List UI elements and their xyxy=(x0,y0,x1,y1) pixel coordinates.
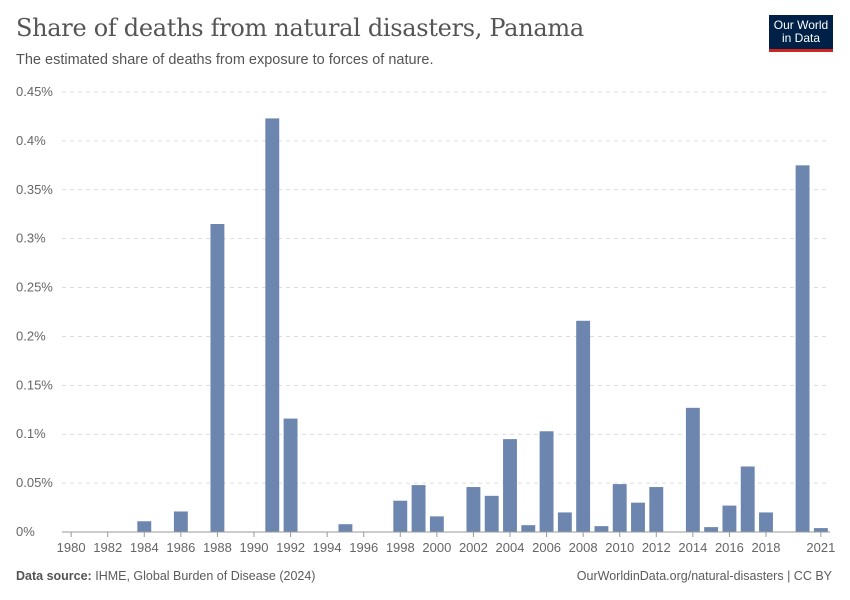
bar-1988 xyxy=(210,224,225,532)
y-tick-label: 0.2% xyxy=(16,328,46,343)
chart-title: Share of deaths from natural disasters, … xyxy=(16,14,584,42)
bar-2004 xyxy=(503,439,517,532)
x-tick-label: 1988 xyxy=(203,540,232,555)
x-tick-label: 1982 xyxy=(93,540,122,555)
y-tick-label: 0% xyxy=(16,524,35,539)
y-tick-label: 0.45% xyxy=(16,84,53,99)
x-tick-label: 1980 xyxy=(57,540,86,555)
bar-2017 xyxy=(740,466,755,532)
x-tick-label: 1986 xyxy=(166,540,195,555)
bar-2011 xyxy=(631,502,645,532)
x-tick-label: 1994 xyxy=(313,540,342,555)
source-url[interactable]: OurWorldinData.org/natural-disasters | C… xyxy=(576,569,832,583)
bar-2015 xyxy=(704,527,719,532)
bar-2006 xyxy=(539,431,554,532)
bar-2002 xyxy=(466,487,481,532)
bar-2021 xyxy=(813,528,828,532)
bar-2009 xyxy=(594,526,609,532)
x-tick-label: 1998 xyxy=(386,540,415,555)
x-tick-label: 2018 xyxy=(752,540,781,555)
bar-2010 xyxy=(612,484,627,532)
bar-1986 xyxy=(173,511,188,532)
bar-2014 xyxy=(685,407,700,532)
data-source-label: Data source: xyxy=(16,569,92,583)
bar-1984 xyxy=(137,521,152,532)
y-tick-label: 0.15% xyxy=(16,377,53,392)
bar-1995 xyxy=(338,524,353,532)
bar-2007 xyxy=(557,512,572,532)
x-tick-label: 1992 xyxy=(276,540,305,555)
bar-2008 xyxy=(576,320,591,532)
y-tick-label: 0.25% xyxy=(16,280,53,295)
x-tick-label: 2016 xyxy=(715,540,744,555)
y-tick-label: 0.4% xyxy=(16,133,46,148)
x-tick-label: 1984 xyxy=(130,540,159,555)
x-tick-label: 2000 xyxy=(422,540,451,555)
bar-1991 xyxy=(265,118,280,533)
y-tick-label: 0.3% xyxy=(16,231,46,246)
bar-1998 xyxy=(393,500,408,532)
y-tick-label: 0.05% xyxy=(16,475,53,490)
x-tick-label: 1996 xyxy=(349,540,378,555)
logo-line-2: in Data xyxy=(781,31,821,45)
y-tick-label: 0.35% xyxy=(16,182,53,197)
x-tick-label: 2004 xyxy=(496,540,525,555)
bar-2012 xyxy=(649,487,664,532)
logo-accent-bar xyxy=(769,49,833,52)
bar-2000 xyxy=(429,516,444,532)
chart-subtitle: The estimated share of deaths from expos… xyxy=(16,52,434,68)
y-tick-label: 0.1% xyxy=(16,426,46,441)
x-tick-label: 2008 xyxy=(569,540,598,555)
bar-2016 xyxy=(722,505,737,532)
x-tick-label: 2014 xyxy=(678,540,707,555)
x-tick-label: 2010 xyxy=(605,540,634,555)
bar-2018 xyxy=(759,512,773,532)
x-tick-label: 2021 xyxy=(806,540,835,555)
bar-2003 xyxy=(484,495,499,532)
bar-1999 xyxy=(411,485,426,532)
x-tick-label: 1990 xyxy=(240,540,269,555)
bar-1992 xyxy=(283,418,298,532)
data-source-text: IHME, Global Burden of Disease (2024) xyxy=(95,569,316,583)
logo-line-1: Our World xyxy=(773,18,829,32)
x-tick-label: 2006 xyxy=(532,540,561,555)
x-tick-label: 2012 xyxy=(642,540,671,555)
owid-logo[interactable]: Our World in Data xyxy=(769,15,833,52)
x-tick-label: 2002 xyxy=(459,540,488,555)
data-source: Data source: IHME, Global Burden of Dise… xyxy=(16,569,315,583)
bar-chart: 0% 0.05% 0.1% 0.15% 0.2% 0.25% 0.3% 0.35% 0.4% 0.… xyxy=(16,84,835,555)
bar-2005 xyxy=(521,525,536,532)
bar-2020 xyxy=(795,165,810,533)
